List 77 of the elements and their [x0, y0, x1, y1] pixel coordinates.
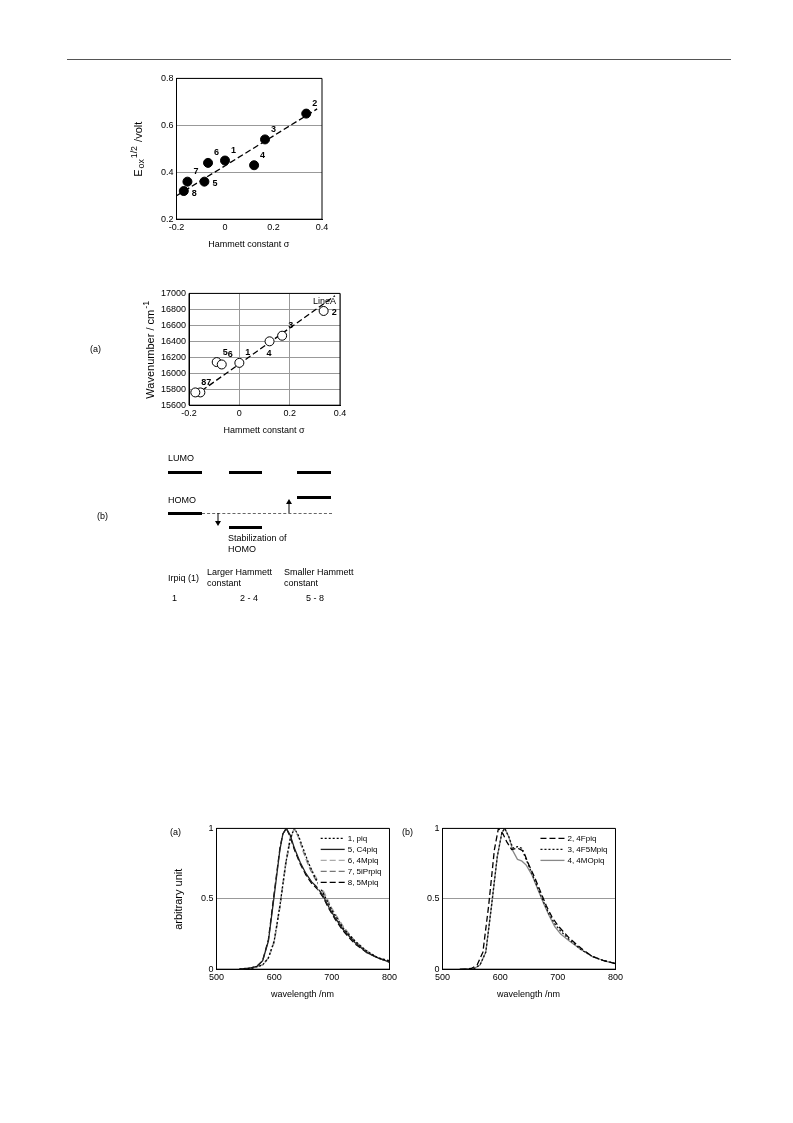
x-tick-label: 600 — [492, 972, 508, 983]
y-tick-label: 1 — [208, 822, 214, 833]
y-tick-label: 0.4 — [161, 166, 174, 177]
x-tick-label: 800 — [381, 972, 398, 983]
x-tick-label: 0.4 — [333, 408, 347, 419]
x-tick-label: 0 — [236, 408, 242, 419]
text: (a) — [90, 343, 101, 354]
y-tick-label: 16200 — [161, 351, 187, 362]
text: HOMO — [168, 495, 196, 506]
y-tick-label: 16400 — [161, 335, 187, 346]
y-tick-label: 0.8 — [161, 72, 174, 83]
x-axis-title: Hammett constant σ — [223, 424, 305, 435]
legend-label: 2, 4Fpiq — [567, 833, 597, 843]
x-tick-label: 700 — [550, 972, 566, 983]
legend-label: 7, 5iPrpiq — [347, 866, 382, 876]
annotation: 2 — [331, 307, 337, 318]
x-tick-label: -0.2 — [181, 408, 197, 419]
legend-label: 8, 5Mpiq — [347, 877, 379, 887]
text: Stabilization of HOMO — [228, 533, 288, 555]
x-tick-label: 0.2 — [267, 222, 280, 233]
annotation: 7 — [206, 376, 212, 387]
annotation: 8 — [191, 187, 197, 198]
legend-label: 3, 4F5Mpiq — [567, 844, 608, 854]
text: (b) — [97, 511, 108, 522]
y-tick-label: 17000 — [161, 287, 187, 298]
text: 2 - 4 — [240, 593, 259, 604]
y-tick-label: 0.2 — [161, 213, 174, 224]
annotation: 8 — [201, 376, 207, 387]
x-tick-label: 500 — [435, 972, 451, 983]
text: Smaller Hammett constant — [284, 567, 355, 589]
annotation: 1 — [231, 145, 237, 156]
y-axis-title: arbitrary unit — [171, 868, 184, 930]
y-tick-label: 0 — [208, 963, 214, 974]
y-tick-label: 1 — [434, 822, 440, 833]
annotation: 5 — [212, 178, 218, 189]
legend-label: 6, 4Mpiq — [347, 855, 379, 865]
x-tick-label: 600 — [266, 972, 282, 983]
y-tick-label: 0 — [434, 963, 440, 974]
x-tick-label: 0.4 — [315, 222, 329, 233]
annotation: 1 — [245, 347, 251, 358]
legend-label: 1, piq — [347, 833, 368, 843]
x-tick-label: 800 — [607, 972, 624, 983]
annotation: 3 — [271, 123, 277, 134]
x-axis-title: wavelength /nm — [495, 988, 561, 999]
legend-label: 4, 4MOpiq — [567, 855, 605, 865]
annotation: 6 — [227, 348, 233, 359]
annotation: 4 — [260, 149, 266, 160]
text: LUMO — [168, 453, 195, 464]
annotation: 6 — [214, 147, 220, 158]
y-tick-label: 15800 — [161, 383, 187, 394]
y-axis-title: Wavenumber / cm-1 — [141, 300, 157, 399]
x-tick-label: 500 — [209, 972, 225, 983]
y-tick-label: 0.6 — [161, 119, 174, 130]
y-tick-label: 16000 — [161, 367, 187, 378]
y-tick-label: 16600 — [161, 319, 187, 330]
x-tick-label: 700 — [324, 972, 340, 983]
text: Irpiq (1) — [168, 573, 200, 584]
x-axis-title: wavelength /nm — [269, 988, 335, 999]
y-axis-title: Eox1/2 /volt — [128, 121, 147, 177]
y-tick-label: 16800 — [161, 303, 187, 314]
x-tick-label: 0.2 — [283, 408, 296, 419]
annotation: 4 — [266, 347, 272, 358]
text: Larger Hammett constant — [207, 567, 274, 589]
text: (a) — [170, 826, 181, 837]
text: (b) — [402, 826, 413, 837]
x-axis-title: Hammett constant σ — [208, 238, 290, 249]
annotation: 2 — [312, 98, 318, 109]
y-tick-label: 0.5 — [201, 893, 214, 904]
legend-label: 5, C4piq — [347, 844, 378, 854]
x-tick-label: -0.2 — [168, 222, 185, 233]
annotation: 7 — [193, 166, 199, 177]
annotation: 5 — [222, 346, 228, 357]
text: 5 - 8 — [306, 593, 325, 604]
annotation: LineA — [312, 295, 336, 306]
y-tick-label: 15600 — [161, 399, 187, 410]
x-tick-label: 0 — [222, 222, 228, 233]
y-tick-label: 0.5 — [427, 893, 440, 904]
